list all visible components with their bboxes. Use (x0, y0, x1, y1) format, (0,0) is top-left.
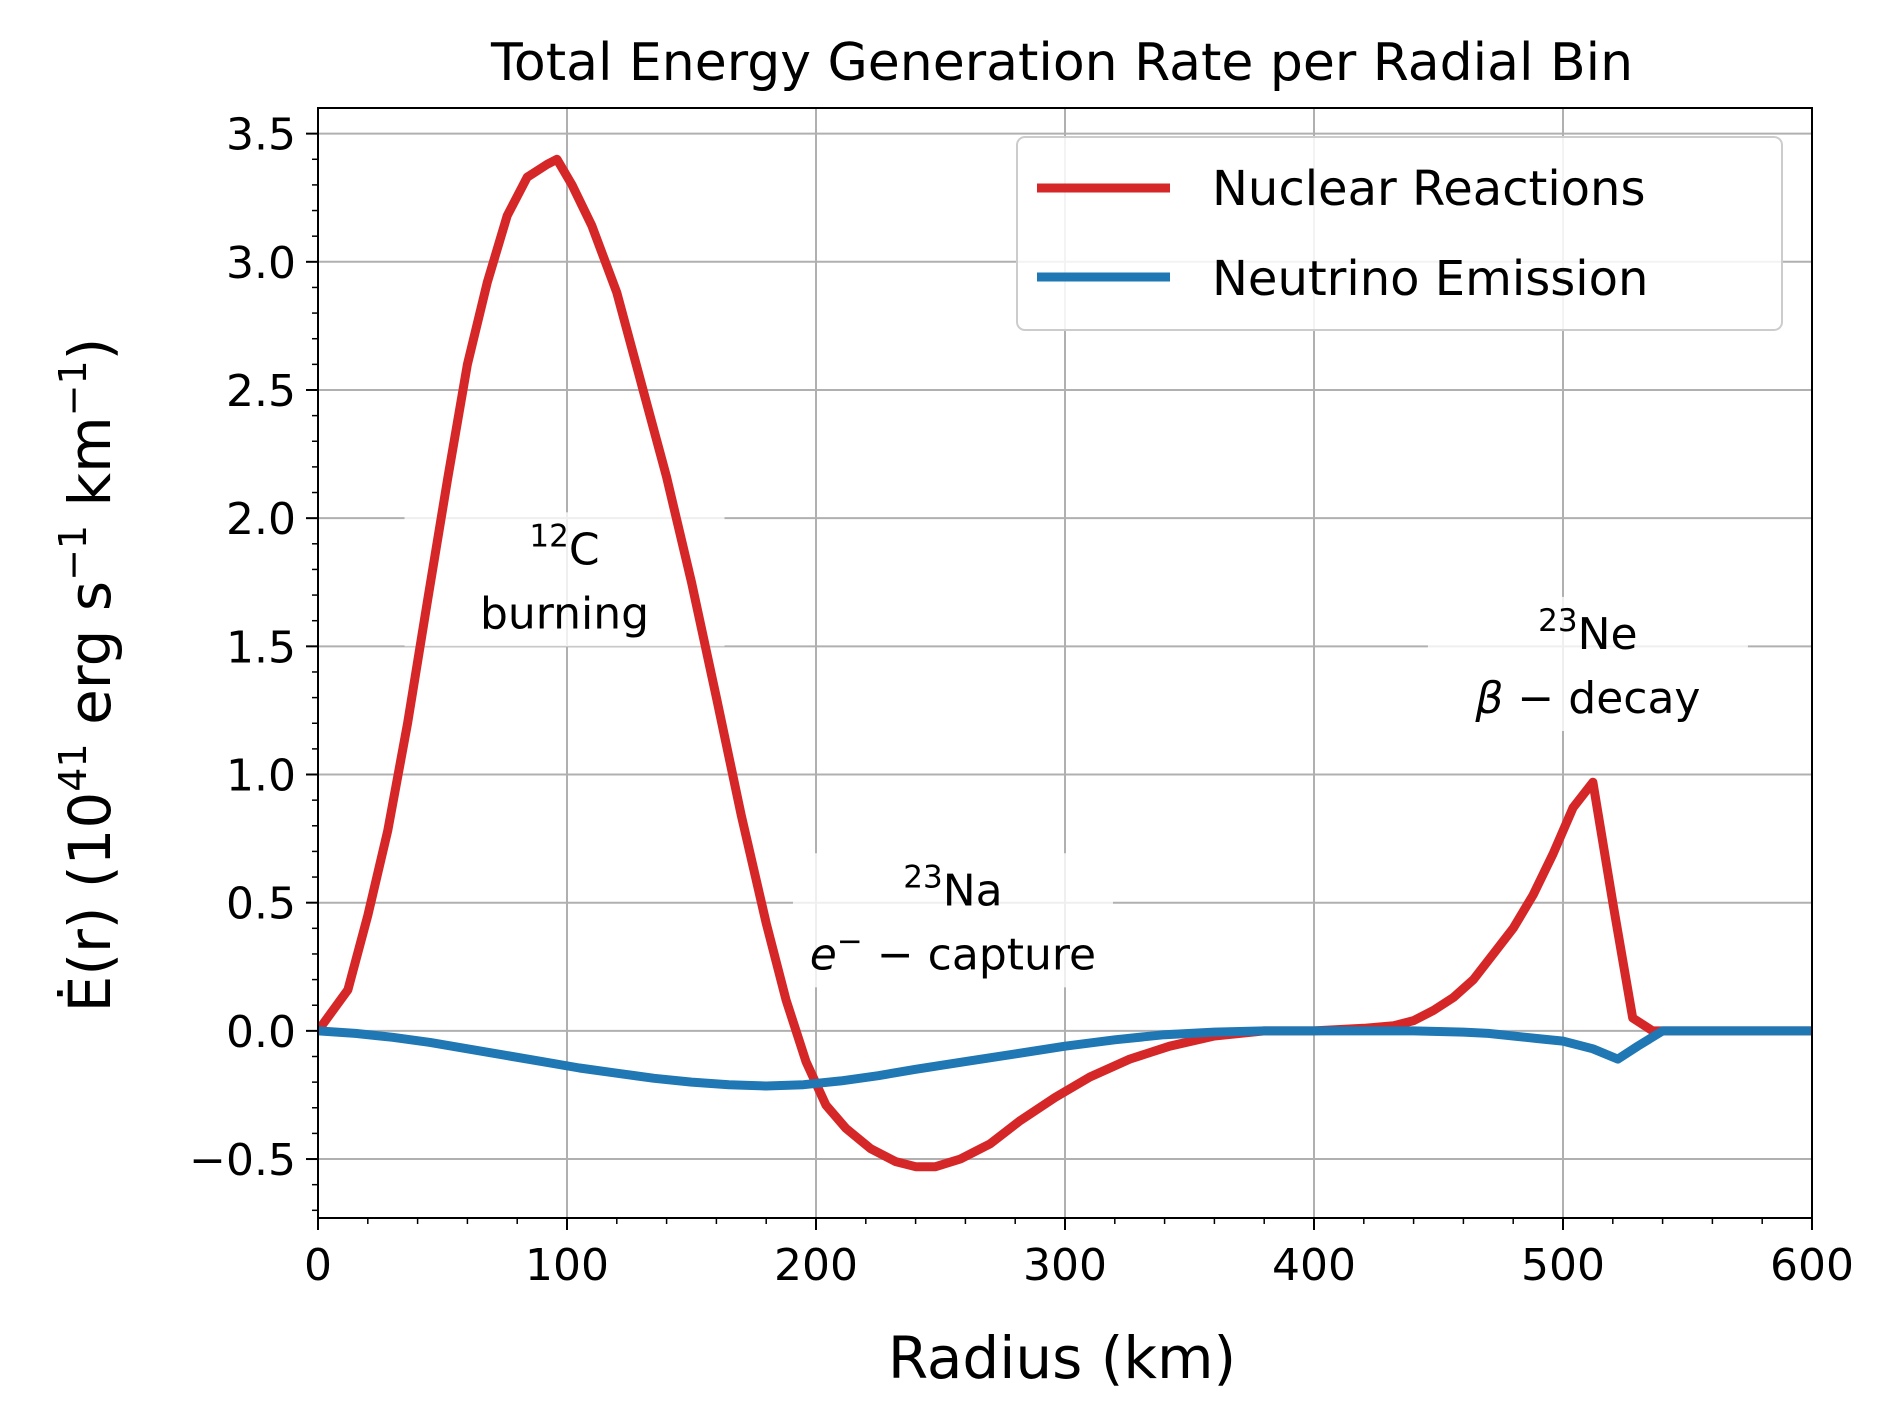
annotation-box (1427, 596, 1748, 731)
annotation-rest: − capture (863, 929, 1096, 980)
annotation-superscript: 12 (529, 518, 568, 554)
annotation-superscript: 23 (1538, 603, 1577, 639)
annotation-rest: − decay (1503, 673, 1700, 724)
annotation-element: Na (943, 865, 1003, 916)
y-label-mid2: km (56, 416, 124, 525)
x-tick-label: 600 (1770, 1240, 1854, 1291)
y-tick-label: 0.5 (226, 879, 296, 930)
legend-box (1016, 136, 1783, 331)
y-tick-label: 0.0 (226, 1007, 296, 1058)
annotation-element: Ne (1578, 609, 1638, 660)
legend: Nuclear Reactions Neutrino Emission (1016, 136, 1783, 331)
y-label-exp2: −1 (51, 525, 95, 581)
x-axis-ticks: 0 100 200 300 400 500 600 (304, 1218, 1854, 1291)
annotation-sodium: 23Na e− − capture (792, 853, 1113, 988)
y-label-main: Ė(r) (10 (56, 792, 124, 1013)
annotation-element: C (569, 524, 600, 575)
y-label-exp1: 41 (51, 743, 95, 791)
y-axis-label: Ė(r) (1041 erg s−1 km−1) (51, 338, 124, 1013)
annotation-line1: 23Ne (1538, 603, 1637, 660)
x-tick-label: 300 (1023, 1240, 1107, 1291)
y-tick-label: 2.5 (226, 366, 296, 417)
annotation-line2: e− − capture (810, 923, 1096, 980)
annotation-box (404, 512, 725, 647)
annotation-line2: burning (480, 588, 649, 639)
x-tick-label: 500 (1521, 1240, 1605, 1291)
legend-label-neutrino: Neutrino Emission (1212, 251, 1648, 307)
annotation-italic-symbol: e (810, 929, 837, 980)
x-tick-label: 200 (774, 1240, 858, 1291)
annotation-line1: 23Na (903, 859, 1002, 916)
y-label-exp3: −1 (51, 360, 95, 416)
annotation-line1: 12C (529, 518, 599, 575)
y-axis-ticks: −0.5 0.0 0.5 1.0 1.5 2.0 2.5 3.0 3.5 (189, 110, 318, 1186)
x-axis-label: Radius (km) (888, 1324, 1236, 1392)
y-label-mid: erg s (56, 581, 124, 743)
y-tick-label: 1.5 (226, 622, 296, 673)
annotation-box (792, 853, 1113, 988)
x-tick-label: 100 (525, 1240, 609, 1291)
annotation-symbol-superscript: − (837, 923, 863, 959)
legend-label-nuclear: Nuclear Reactions (1212, 161, 1645, 217)
chart-title: Total Energy Generation Rate per Radial … (490, 33, 1633, 93)
annotation-superscript: 23 (903, 859, 942, 895)
x-tick-label: 400 (1272, 1240, 1356, 1291)
series-line-nuclear-reactions (318, 154, 1812, 1172)
y-tick-label: 3.0 (226, 238, 296, 289)
x-tick-label: 0 (304, 1240, 332, 1291)
annotation-line2: β − decay (1474, 673, 1700, 724)
y-label-end: ) (56, 338, 124, 361)
annotation-neon: 23Ne β − decay (1427, 596, 1748, 731)
annotation-italic-symbol: β (1474, 673, 1503, 724)
y-tick-label: −0.5 (189, 1135, 296, 1186)
y-tick-label: 1.0 (226, 751, 296, 802)
series-layer (318, 154, 1812, 1172)
y-tick-label: 2.0 (226, 494, 296, 545)
y-tick-label: 3.5 (226, 110, 296, 161)
series-line-neutrino-emission (318, 1026, 1812, 1091)
